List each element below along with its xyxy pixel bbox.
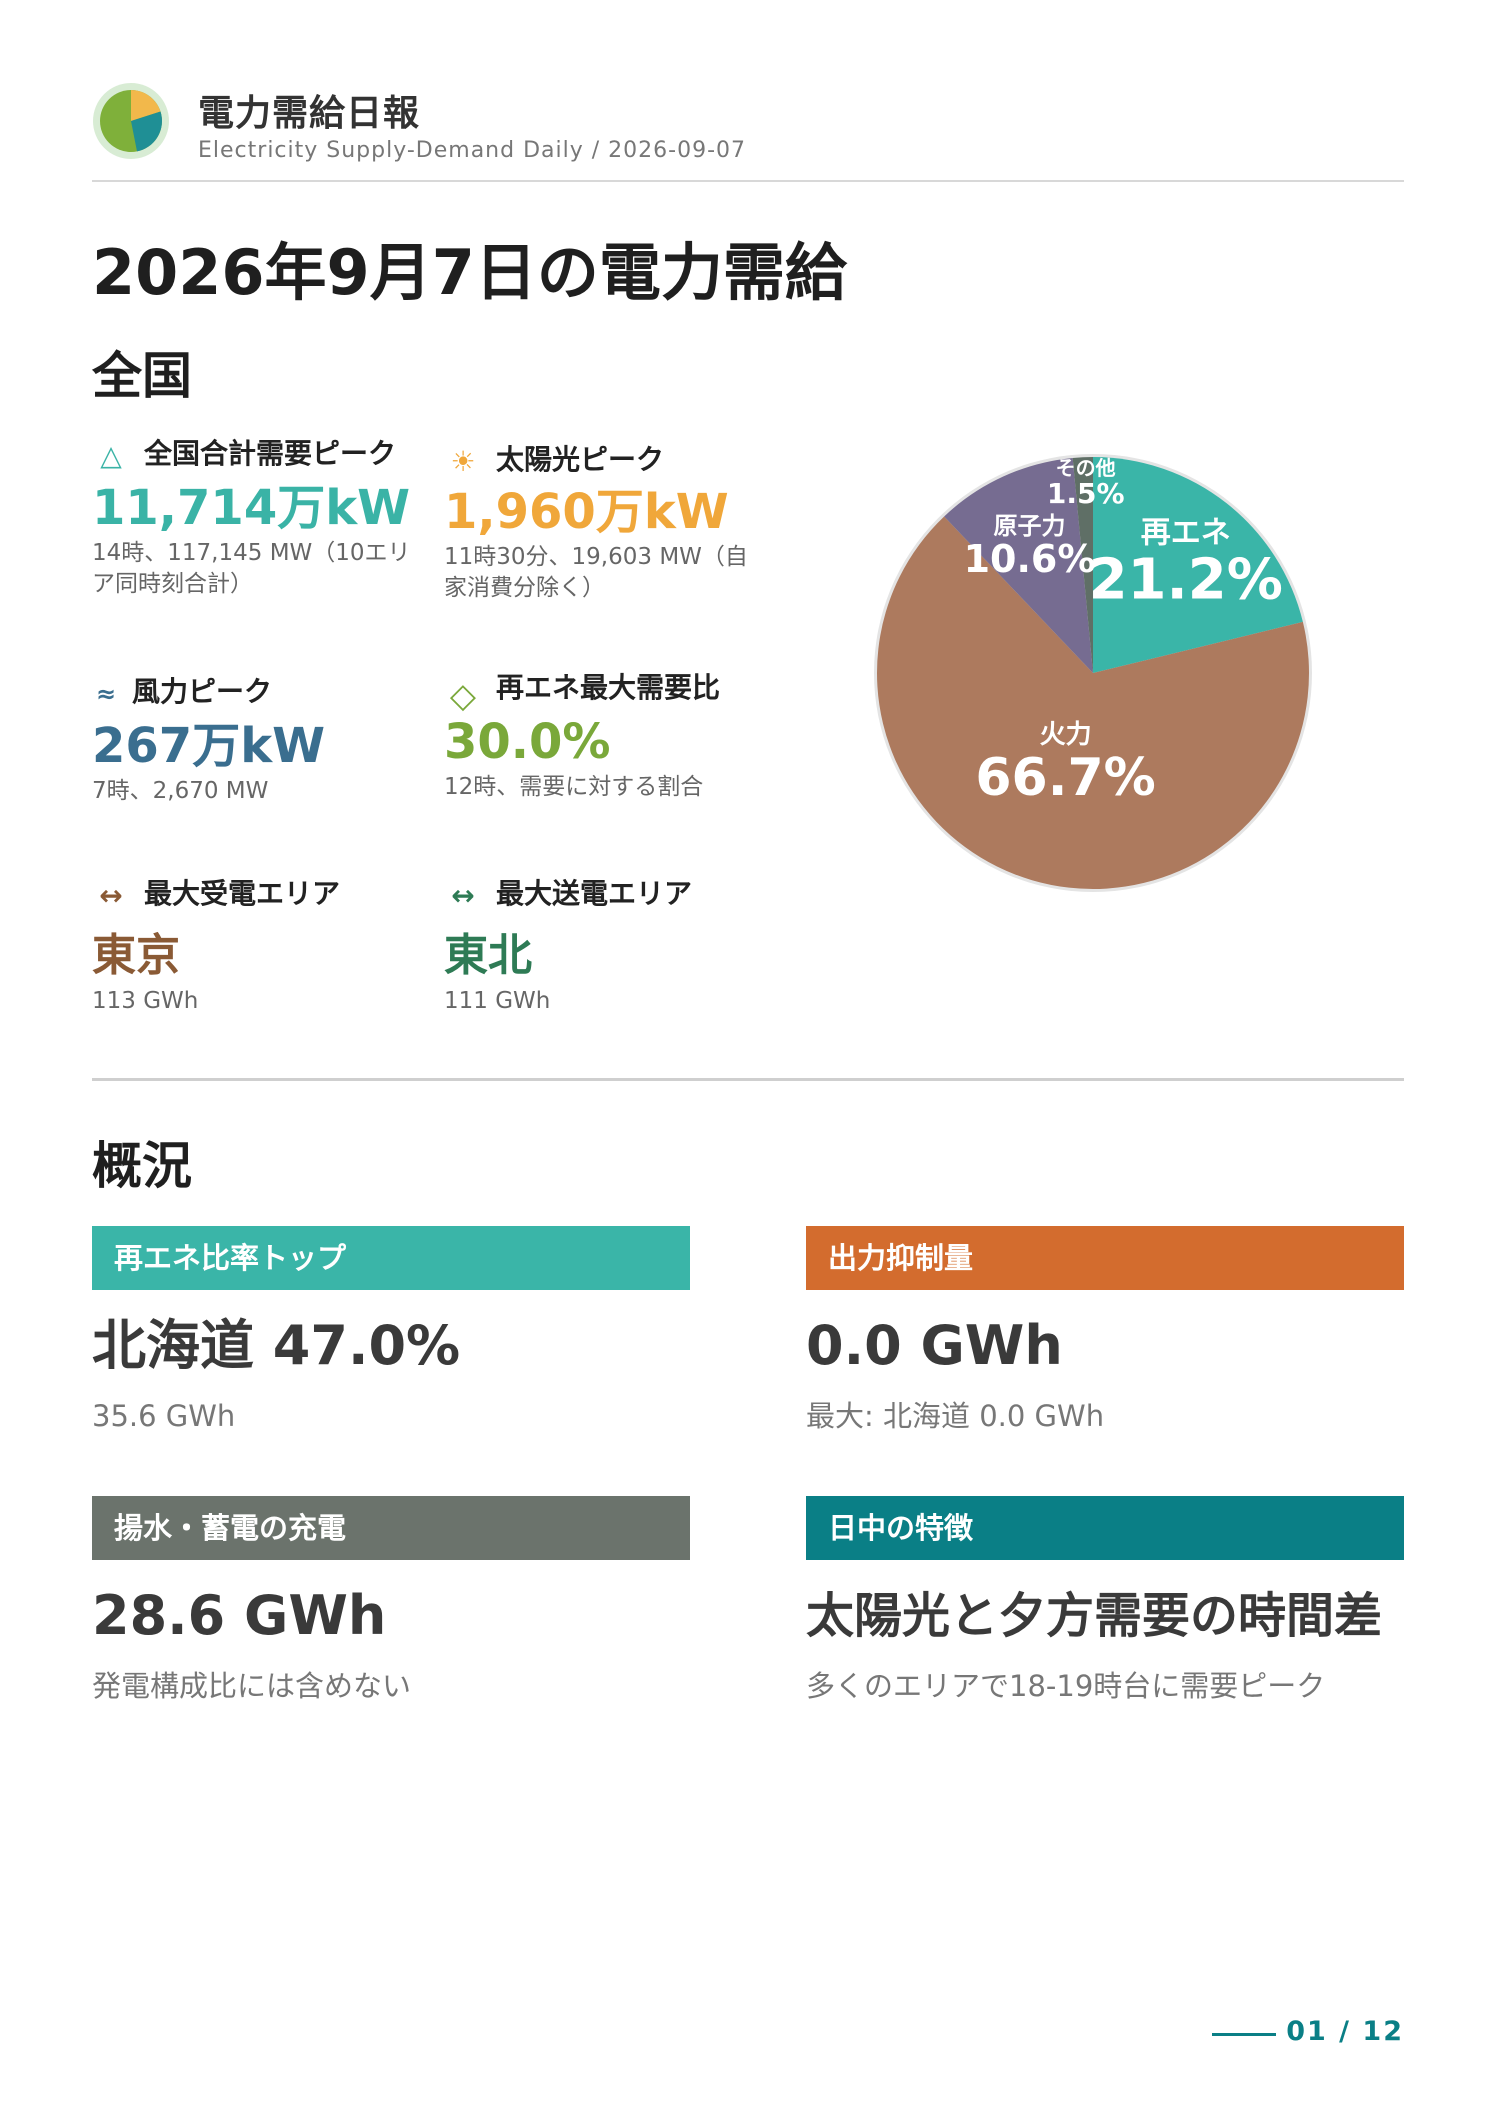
arrow-both-icon: ↔: [451, 879, 475, 912]
kpi-note: 7時、2,670 MW: [92, 778, 269, 804]
card-value: 北海道 47.0%: [92, 1314, 461, 1377]
app-title: 電力需給日報: [198, 93, 421, 134]
pie-slice-0: [1093, 457, 1303, 673]
card-header: 再エネ比率トップ: [92, 1226, 690, 1290]
arrow-both-icon: ↔: [99, 879, 123, 912]
pie-label-3: その他: [1056, 456, 1116, 480]
card-value: 太陽光と夕方需要の時間差: [806, 1588, 1383, 1644]
kpi-value: 11,714万kW: [92, 480, 411, 536]
card-note: 最大: 北海道 0.0 GWh: [806, 1399, 1105, 1433]
pie-slice-2: [944, 457, 1093, 673]
card-storage-charge: 揚水・蓄電の充電 28.6 GWh 発電構成比には含めない: [92, 1496, 690, 1706]
kpi-value: 東京: [92, 930, 180, 981]
card-note: 発電構成比には含めない: [92, 1669, 412, 1703]
pie-label-2: 原子力: [994, 512, 1066, 540]
kpi-renewable-ratio: ◇ 再エネ最大需要比 30.0% 12時、需要に対する割合: [444, 670, 764, 803]
kpi-value: 東北: [444, 930, 532, 981]
kpi-note: 12時、需要に対する割合: [444, 774, 704, 800]
kpi-value: 30.0%: [444, 714, 611, 770]
kpi-note: 14時、117,145 MW（10エリア同時刻合計）: [92, 540, 411, 597]
generation-mix-pie-chart: 再エネ 21.2% 火力 66.7% 原子力 10.6% その他 1.5%: [868, 448, 1318, 898]
pie-label-1: 火力: [1040, 720, 1092, 750]
kpi-note: 113 GWh: [92, 988, 199, 1014]
kpi-wind-peak: ≈ 風力ピーク 267万kW 7時、2,670 MW: [92, 674, 412, 807]
kpi-max-send-area: ↔ 最大送電エリア 東北 111 GWh: [444, 876, 764, 1017]
report-header: 電力需給日報 Electricity Supply-Demand Daily /…: [92, 82, 1404, 182]
pie-label-0: 再エネ: [1141, 516, 1231, 551]
kpi-demand-peak: △ 全国合計需要ピーク 11,714万kW 14時、117,145 MW（10エ…: [92, 436, 412, 600]
section-title-overview: 概況: [92, 1137, 192, 1195]
wind-icon: ≈: [95, 680, 117, 708]
page-title: 2026年9月7日の電力需給: [92, 236, 847, 309]
kpi-label: ↔ 最大送電エリア: [444, 876, 764, 912]
card-value: 0.0 GWh: [806, 1314, 1063, 1377]
card-renewable-top: 再エネ比率トップ 北海道 47.0% 35.6 GWh: [92, 1226, 690, 1436]
kpi-label: ☀ 太陽光ピーク: [444, 442, 764, 478]
card-header: 揚水・蓄電の充電: [92, 1496, 690, 1560]
card-header: 日中の特徴: [806, 1496, 1404, 1560]
page-indicator: 01 / 12: [1212, 2016, 1404, 2050]
kpi-value: 1,960万kW: [444, 484, 729, 540]
kpi-label: △ 全国合計需要ピーク: [92, 436, 412, 472]
kpi-note: 11時30分、19,603 MW（自家消費分除く）: [444, 544, 748, 601]
section-title-national: 全国: [92, 347, 192, 405]
kpi-max-receive-area: ↔ 最大受電エリア 東京 113 GWh: [92, 876, 412, 1017]
sun-icon: ☀: [450, 445, 476, 478]
card-header: 出力抑制量: [806, 1226, 1404, 1290]
triangle-icon: △: [100, 439, 122, 472]
pie-value-1: 66.7%: [975, 748, 1155, 808]
card-value: 28.6 GWh: [92, 1584, 387, 1647]
kpi-note: 111 GWh: [444, 988, 551, 1014]
section-divider: [92, 1078, 1404, 1081]
page-number: 01 / 12: [1286, 2016, 1404, 2047]
pie-value-3: 1.5%: [1047, 477, 1125, 510]
pie-slice-3: [1072, 457, 1093, 673]
kpi-label: ≈ 風力ピーク: [92, 674, 412, 710]
pie-value-2: 10.6%: [964, 537, 1096, 581]
card-note: 多くのエリアで18-19時台に需要ピーク: [806, 1669, 1326, 1703]
kpi-value: 267万kW: [92, 718, 326, 774]
card-daytime-feature: 日中の特徴 太陽光と夕方需要の時間差 多くのエリアで18-19時台に需要ピーク: [806, 1496, 1404, 1706]
pie-slice-1: [877, 516, 1309, 889]
card-curtailment: 出力抑制量 0.0 GWh 最大: 北海道 0.0 GWh: [806, 1226, 1404, 1436]
pie-value-0: 21.2%: [1089, 548, 1283, 613]
pie-logo-icon: [93, 83, 169, 159]
card-note: 35.6 GWh: [92, 1399, 236, 1433]
kpi-label: ◇ 再エネ最大需要比: [444, 670, 764, 713]
app-subtitle: Electricity Supply-Demand Daily / 2026-0…: [198, 138, 747, 163]
pager-line: [1212, 2033, 1276, 2036]
kpi-solar-peak: ☀ 太陽光ピーク 1,960万kW 11時30分、19,603 MW（自家消費分…: [444, 442, 764, 604]
diamond-icon: ◇: [449, 676, 477, 716]
kpi-label: ↔ 最大受電エリア: [92, 876, 412, 912]
